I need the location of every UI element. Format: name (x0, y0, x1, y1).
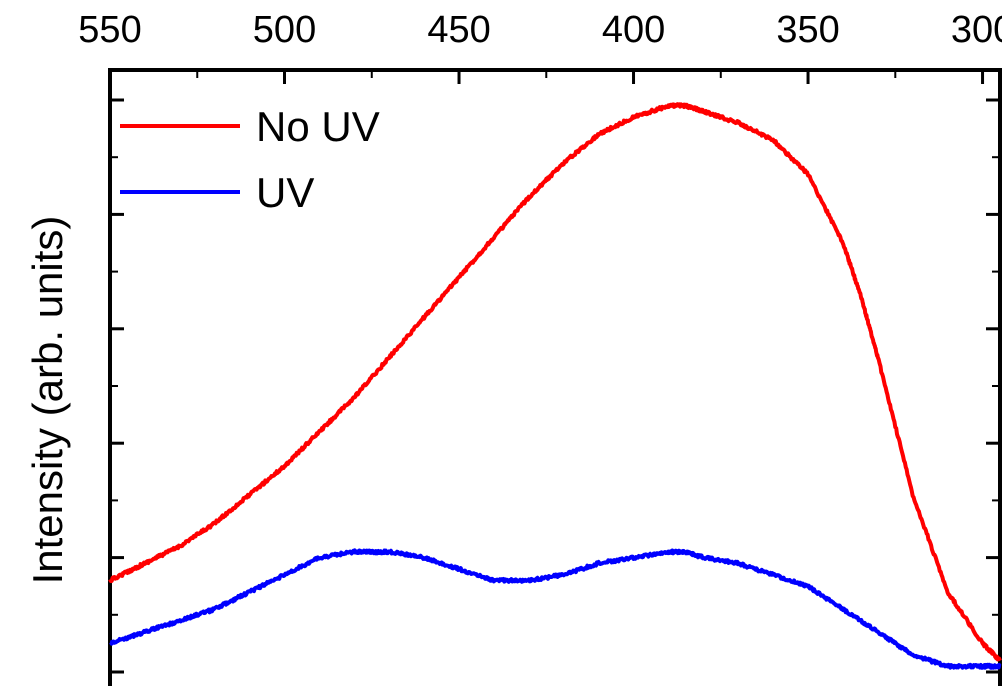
x-tick-label: 400 (602, 9, 665, 51)
x-tick-label: 350 (776, 9, 839, 51)
legend: No UV UV (120, 103, 380, 216)
x-ticks (108, 70, 985, 84)
legend-label-0: No UV (256, 103, 380, 150)
x-tick-label: 450 (427, 9, 490, 51)
x-tick-labels: 550 500 450 400 350 300 (78, 9, 1002, 51)
series-line-0 (108, 102, 1002, 662)
series-lines (108, 102, 1002, 670)
series-line-1 (108, 548, 1002, 670)
x-tick-label: 500 (253, 9, 316, 51)
x-tick-label: 550 (78, 9, 141, 51)
legend-label-1: UV (256, 169, 314, 216)
x-tick-label: 300 (951, 9, 1002, 51)
y-axis-title: Intensity (arb. units) (24, 216, 71, 585)
y-ticks (110, 98, 1000, 674)
